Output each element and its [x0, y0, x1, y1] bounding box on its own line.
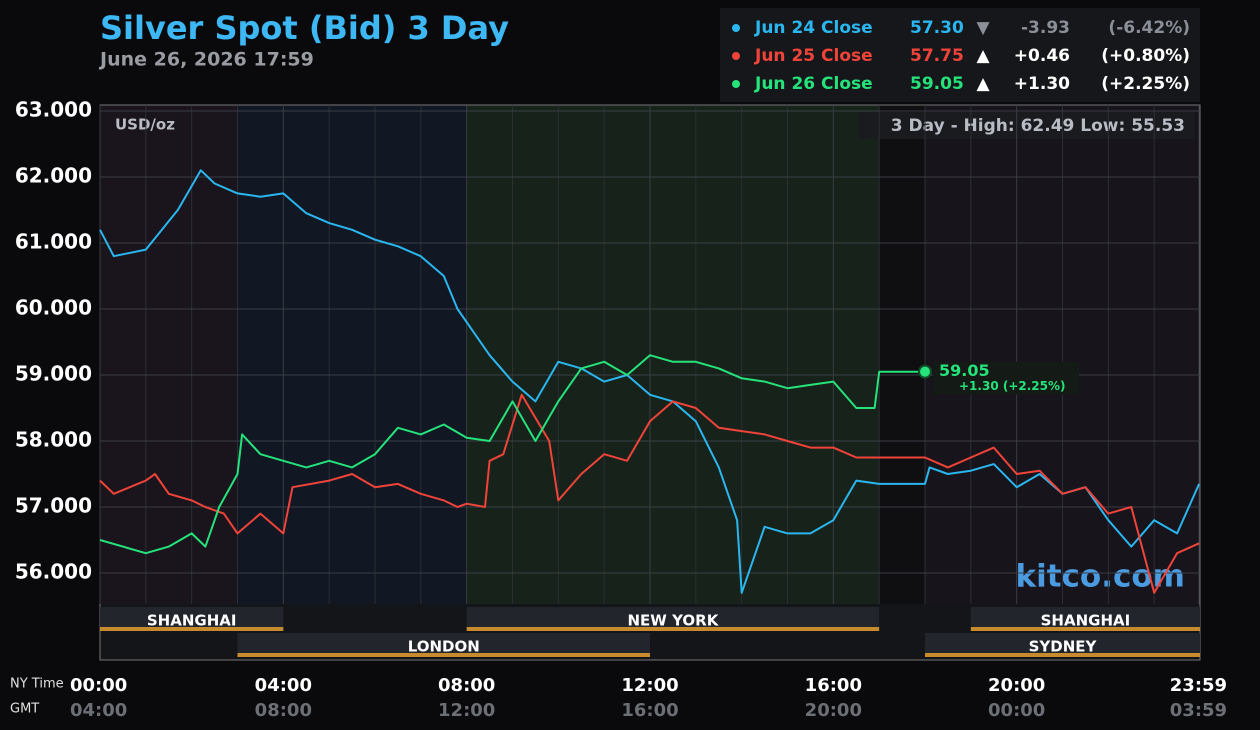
legend-dot — [732, 24, 740, 32]
legend-arrow: ▼ — [976, 18, 990, 38]
legend-name: Jun 26 Close — [754, 74, 873, 94]
x-tick-label: 20:00 — [988, 675, 1045, 696]
legend-arrow: ▲ — [976, 74, 990, 94]
legend-change: -3.93 — [1021, 18, 1070, 38]
chart-title: Silver Spot (Bid) 3 Day — [100, 9, 509, 47]
x-tick-label: 08:00 — [438, 675, 495, 696]
legend-pct: (+0.80%) — [1101, 46, 1190, 66]
legend-pct: (-6.42%) — [1108, 18, 1190, 38]
x2-tick-label: 04:00 — [70, 700, 127, 721]
session-line — [970, 627, 1200, 631]
y-tick-label: 58.000 — [15, 427, 92, 451]
session-background — [237, 105, 467, 604]
legend-close: 59.05 — [910, 74, 964, 94]
session-line — [466, 627, 880, 631]
session-background — [467, 105, 879, 604]
session-label: SHANGHAI — [147, 612, 237, 630]
legend-box — [720, 8, 1200, 102]
range-note-box — [858, 112, 1195, 139]
y-tick-label: 56.000 — [15, 559, 92, 583]
y-tick-label: 62.000 — [15, 163, 92, 187]
x2-tick-label: 08:00 — [255, 700, 312, 721]
y-tick-label: 63.000 — [15, 97, 92, 121]
x2-tick-label: 00:00 — [988, 700, 1045, 721]
session-background — [100, 105, 237, 604]
session-background — [879, 105, 925, 604]
legend-name: Jun 24 Close — [754, 18, 873, 38]
legend-dot — [732, 80, 740, 88]
x-tick-label: 12:00 — [621, 675, 678, 696]
last-value-box — [933, 361, 1079, 395]
series-line — [99, 393, 1200, 594]
legend-change: +0.46 — [1014, 46, 1070, 66]
x-tick-label: 00:00 — [70, 675, 127, 696]
session-line — [925, 653, 1200, 657]
session-label: NEW YORK — [628, 612, 720, 630]
legend-close: 57.75 — [910, 46, 964, 66]
legend-change: +1.30 — [1014, 74, 1070, 94]
last-point — [918, 364, 932, 379]
y-tick-label: 57.000 — [15, 493, 92, 517]
y-tick-label: 60.000 — [15, 295, 92, 319]
x2-tick-label: 16:00 — [621, 700, 678, 721]
legend-name: Jun 25 Close — [754, 46, 873, 66]
y-tick-label: 61.000 — [15, 229, 92, 253]
range-note: 3 Day - High: 62.49 Low: 55.53 — [891, 116, 1185, 136]
session-label: SHANGHAI — [1041, 612, 1131, 630]
y-tick-label: 59.000 — [15, 361, 92, 385]
legend-pct: (+2.25%) — [1101, 74, 1190, 94]
chart-subtitle: June 26, 2026 17:59 — [98, 49, 314, 71]
x-tick-label: 04:00 — [255, 675, 312, 696]
session-line — [100, 627, 284, 631]
last-value-label: 59.05 — [939, 361, 990, 380]
session-label: SYDNEY — [1029, 638, 1098, 656]
x2-tick-label: 20:00 — [805, 700, 862, 721]
legend-arrow: ▲ — [976, 46, 990, 66]
x-axis-label: NY Time — [10, 677, 64, 692]
session-label: LONDON — [408, 638, 480, 656]
x-tick-label: 23:59 — [1170, 675, 1227, 696]
watermark: kitco.com — [1016, 559, 1186, 595]
x2-axis-label: GMT — [10, 702, 39, 717]
legend-dot — [732, 52, 740, 60]
last-change-label: +1.30 (+2.25%) — [959, 379, 1066, 393]
legend-close: 57.30 — [910, 18, 964, 38]
x-tick-label: 16:00 — [805, 675, 862, 696]
session-line — [237, 653, 650, 657]
x2-tick-label: 03:59 — [1170, 700, 1227, 721]
series-line — [99, 354, 925, 555]
series-line — [99, 169, 1201, 594]
unit-label: USD/oz — [115, 116, 175, 134]
x2-tick-label: 12:00 — [438, 700, 495, 721]
